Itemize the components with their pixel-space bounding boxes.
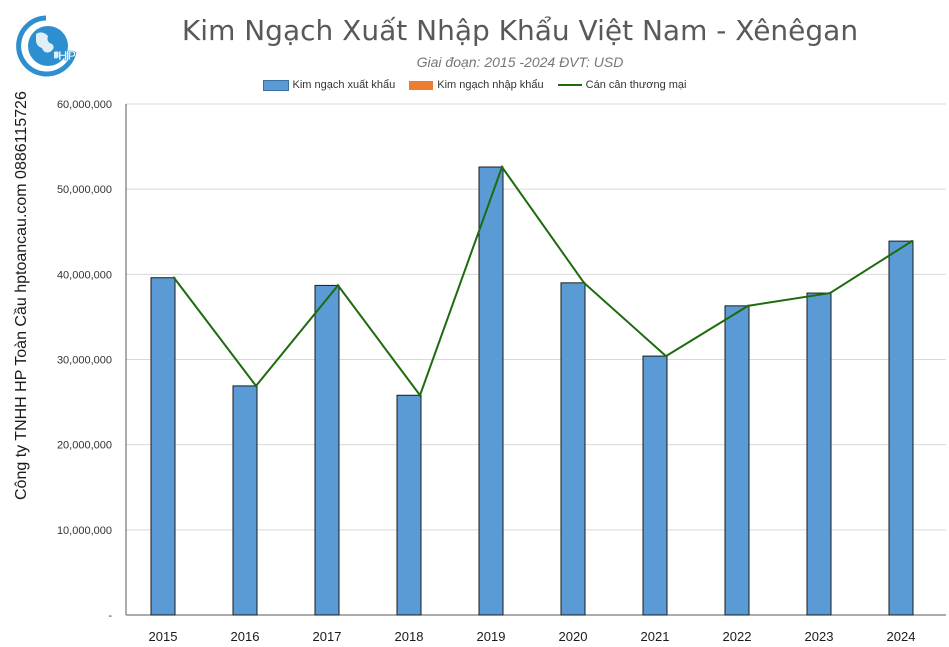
x-tick-label: 2015 (149, 629, 178, 644)
line-balance (173, 164, 913, 398)
x-tick-label: 2022 (723, 629, 752, 644)
x-tick-label: 2021 (641, 629, 670, 644)
bar-export (232, 385, 258, 616)
bar-export (396, 394, 422, 616)
legend-swatch-balance (557, 84, 582, 86)
point-balance (746, 304, 750, 308)
x-tick-label: 2020 (559, 629, 588, 644)
point-balance (336, 284, 340, 287)
bar-export (806, 292, 832, 616)
y-tick-label: 10,000,000 (57, 525, 112, 537)
legend-item-import: Kim ngạch nhập khẩu (409, 79, 544, 91)
legend-swatch-export (262, 79, 289, 91)
logo-text: HP (58, 48, 76, 63)
legend-label-import: Kim ngạch nhập khẩu (437, 79, 544, 91)
point-balance (254, 384, 258, 388)
y-tick-label: 20,000,000 (57, 440, 112, 452)
x-tick-label: 2023 (805, 629, 834, 644)
legend-item-export: Kim ngạch xuất khẩu (262, 79, 396, 91)
x-tick-label: 2024 (887, 629, 916, 644)
x-tick-label: 2016 (231, 629, 260, 644)
x-tick-label: 2017 (313, 629, 342, 644)
chart-subtitle: Giai đoạn: 2015 -2024 ĐVT: USD (416, 54, 624, 70)
chart-title: Kim Ngạch Xuất Nhập Khẩu Việt Nam - Xênê… (181, 14, 859, 47)
bar-export (150, 277, 176, 616)
y-tick-label: 40,000,000 (57, 269, 112, 281)
y-tick-label: 30,000,000 (57, 355, 112, 367)
point-balance (582, 281, 586, 285)
x-tick-label: 2018 (395, 629, 424, 644)
point-balance (172, 276, 176, 279)
y-tick-label: - (108, 610, 112, 622)
bar-export (724, 305, 750, 616)
bar-export (888, 240, 914, 616)
legend-swatch-import (409, 80, 434, 90)
point-balance (910, 239, 914, 243)
y-tick-label: 50,000,000 (57, 184, 112, 196)
legend-label-export: Kim ngạch xuất khẩu (292, 79, 396, 91)
bar-export (642, 355, 668, 616)
point-balance (664, 354, 668, 358)
globe-logo-icon: HP (10, 12, 82, 78)
legend-label-balance: Cán cân thương mại (585, 79, 687, 91)
point-balance (500, 165, 504, 169)
y-tick-label: 60,000,000 (57, 99, 112, 111)
point-balance (418, 394, 422, 397)
legend: Kim ngạch xuất khẩu Kim ngạch nhập khẩu … (0, 79, 949, 91)
point-balance (828, 291, 832, 295)
bar-export (314, 284, 340, 616)
bar-export (560, 282, 586, 616)
bar-export (478, 166, 504, 616)
legend-item-balance: Cán cân thương mại (557, 79, 687, 91)
x-tick-label: 2019 (477, 629, 506, 644)
